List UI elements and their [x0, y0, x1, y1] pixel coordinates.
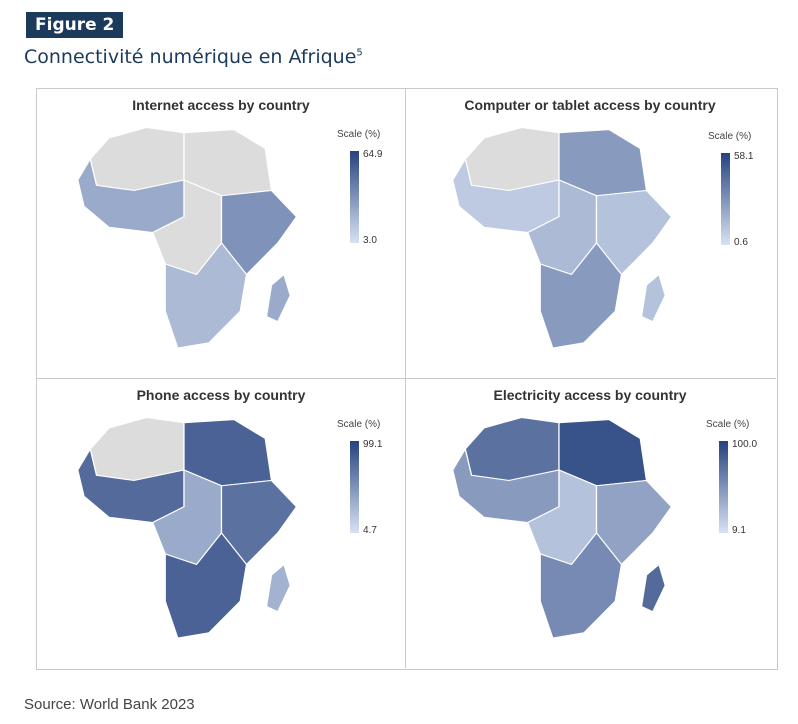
africa-map — [77, 416, 298, 639]
figure-tag: Figure 2 — [26, 12, 124, 38]
scale-gradient-bar — [721, 153, 730, 245]
scale-min-value: 3.0 — [363, 235, 377, 246]
region-madagascar — [640, 273, 666, 323]
panel-electricity-access: Electricity access by country Scale (%) … — [406, 379, 774, 667]
region-north-west — [89, 416, 185, 482]
region-north-west — [89, 126, 185, 192]
scale-legend: Scale (%) 99.1 4.7 — [337, 419, 397, 579]
region-north-west — [464, 126, 560, 192]
panel-title: Electricity access by country — [493, 387, 687, 403]
scale-gradient-bar — [350, 151, 359, 243]
scale-legend: Scale (%) 64.9 3.0 — [337, 129, 397, 289]
africa-outline — [452, 126, 673, 349]
scale-max-value: 100.0 — [732, 439, 758, 450]
panel-title: Internet access by country — [132, 97, 310, 113]
region-south — [164, 242, 248, 349]
scale-label: Scale (%) — [337, 129, 381, 140]
scale-min-value: 0.6 — [734, 237, 748, 248]
horizontal-divider — [36, 378, 776, 379]
region-south — [539, 532, 623, 639]
africa-map — [77, 126, 298, 349]
panel-internet-access: Internet access by country Scale (%) 64.… — [37, 89, 405, 377]
scale-max-value: 99.1 — [363, 439, 383, 450]
scale-label: Scale (%) — [337, 419, 381, 430]
panel-title: Phone access by country — [136, 387, 306, 403]
figure-title: Connectivité numérique en Afrique5 — [24, 46, 363, 68]
region-madagascar — [640, 563, 666, 613]
scale-max-value: 64.9 — [363, 149, 383, 160]
figure-title-text: Connectivité numérique en Afrique — [24, 46, 357, 68]
scale-gradient-bar — [719, 441, 728, 533]
scale-legend: Scale (%) 58.1 0.6 — [708, 131, 768, 291]
africa-map — [452, 416, 673, 639]
scale-label: Scale (%) — [706, 419, 750, 430]
africa-map — [452, 126, 673, 349]
scale-gradient-bar — [350, 441, 359, 533]
panel-phone-access: Phone access by country Scale (%) 99.1 4… — [37, 379, 405, 667]
region-south — [164, 532, 248, 639]
scale-min-value: 4.7 — [363, 525, 377, 536]
africa-outline — [77, 416, 298, 639]
scale-label: Scale (%) — [708, 131, 752, 142]
source-note: Source: World Bank 2023 — [24, 696, 195, 713]
africa-outline — [77, 126, 298, 349]
panel-title: Computer or tablet access by country — [464, 97, 716, 113]
footnote-marker: 5 — [356, 47, 363, 59]
scale-max-value: 58.1 — [734, 151, 754, 162]
region-madagascar — [265, 273, 291, 323]
region-madagascar — [265, 563, 291, 613]
panel-computer-access: Computer or tablet access by country Sca… — [406, 89, 774, 377]
africa-outline — [452, 416, 673, 639]
region-south — [539, 242, 623, 349]
region-north-west — [464, 416, 560, 482]
scale-min-value: 9.1 — [732, 525, 746, 536]
scale-legend: Scale (%) 100.0 9.1 — [706, 419, 766, 579]
